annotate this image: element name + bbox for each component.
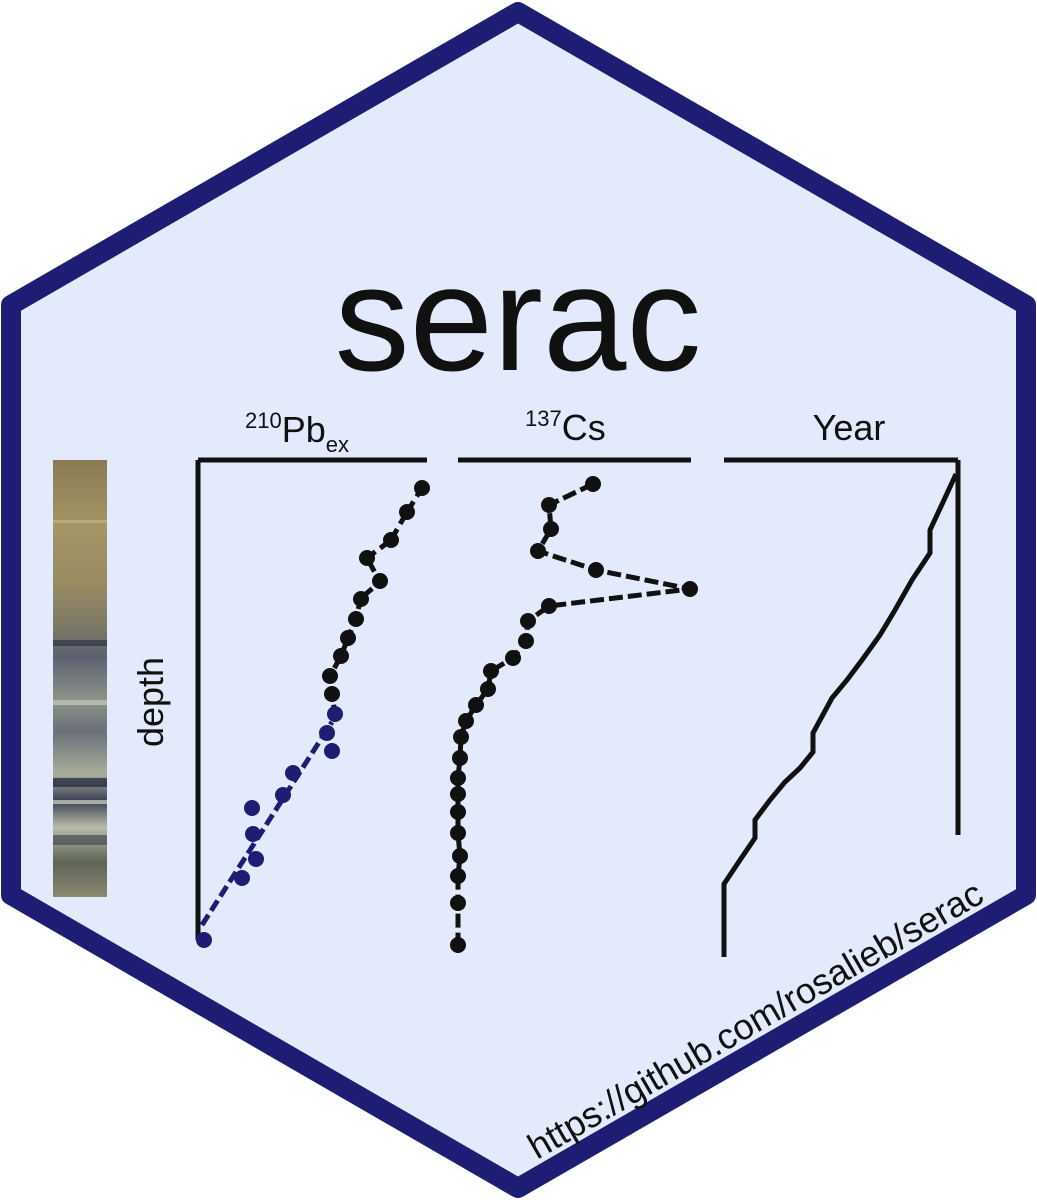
- pb-points-black: [322, 480, 430, 702]
- logo-title: serac: [335, 234, 702, 402]
- depth-axis-label: depth: [130, 657, 171, 747]
- pb-superscript: 210: [245, 408, 282, 433]
- year-panel-axes: [724, 457, 961, 835]
- pb-panel-label: 210Pbex: [245, 408, 349, 457]
- cs-panel-label: 137Cs: [525, 406, 606, 448]
- pb-fit-line: [199, 720, 335, 927]
- year-age-curve: [721, 472, 959, 957]
- cs-points: [450, 476, 698, 953]
- cs-profile-line: [455, 481, 691, 945]
- pb-points-fit: [196, 706, 343, 948]
- pb-subscript: ex: [326, 432, 349, 457]
- pb-main: Pb: [282, 409, 326, 450]
- year-panel-label: Year: [813, 407, 886, 448]
- pb-panel-axes: [195, 457, 427, 940]
- cs-main: Cs: [562, 407, 606, 448]
- sediment-core-image: [53, 460, 107, 897]
- cs-superscript: 137: [525, 406, 562, 431]
